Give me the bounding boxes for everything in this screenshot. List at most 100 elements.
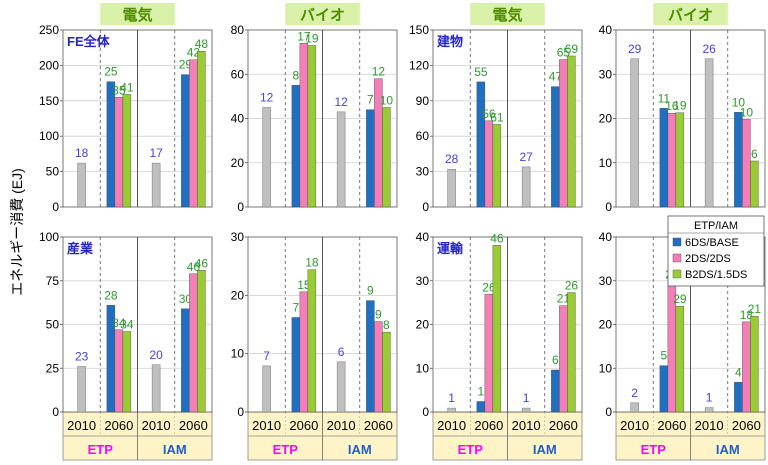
data-label-2010: 28: [445, 152, 459, 166]
data-label-2060: 10: [732, 95, 746, 109]
data-label-2060: 19: [673, 99, 687, 113]
bar-2060-iam-b2ds: [750, 315, 759, 413]
footer-year-label: 2010: [695, 418, 724, 433]
footer-group-label: IAM: [163, 442, 187, 457]
data-label-2060: 17: [297, 29, 311, 43]
data-label-2060: 5: [661, 349, 668, 363]
data-label-2010: 23: [75, 350, 89, 364]
data-label-2060: 29: [179, 58, 193, 72]
y-tick-label: 10: [599, 361, 613, 375]
y-tick-label: 20: [599, 112, 613, 126]
sector-label: 建物: [437, 34, 463, 49]
bar-2060-etp-2ds: [299, 43, 309, 208]
legend-entry: 6DS/BASE: [685, 237, 739, 249]
bar-2060-etp-6ds: [476, 401, 486, 413]
data-label-2060: 8: [293, 68, 300, 82]
footer-group-label: IAM: [533, 442, 557, 457]
y-tick-label: 40: [599, 230, 613, 244]
y-tick-label: 40: [599, 23, 613, 37]
bar-2060-etp-6ds: [106, 81, 116, 208]
data-label-2060: 9: [375, 308, 382, 322]
y-tick-label: 30: [231, 230, 245, 244]
bar-2010-iam: [704, 58, 714, 208]
data-label-2010: 12: [260, 90, 274, 104]
footer-group-label: ETP: [273, 442, 299, 457]
y-tick-label: 120: [409, 58, 429, 72]
data-label-2060: 65: [557, 46, 571, 60]
y-tick-label: 0: [605, 405, 612, 419]
bar-2060-iam-2ds: [742, 119, 751, 208]
bar-2060-etp-6ds: [291, 317, 301, 413]
data-label-2060: 29: [673, 292, 687, 306]
y-tick-label: 100: [39, 230, 59, 244]
data-label-2060: 8: [383, 318, 390, 332]
footer-year-label: 2010: [252, 418, 281, 433]
data-label-2060: 10: [380, 93, 394, 107]
legend-title: ETP/IAM: [694, 220, 738, 232]
sector-label: FE全体: [67, 34, 111, 49]
y-tick-label: 40: [416, 230, 430, 244]
y-tick-label: 20: [599, 318, 613, 332]
legend-swatch: [672, 237, 682, 247]
bar-2060-etp-6ds: [291, 85, 301, 208]
footer-year-label: 2060: [364, 418, 393, 433]
bar-2010-iam: [151, 162, 161, 208]
bar-2060-iam-b2ds: [750, 160, 759, 208]
bar-2060-etp-2ds: [484, 120, 494, 208]
bar-2060-etp-2ds: [667, 112, 677, 208]
y-tick-label: 20: [416, 318, 430, 332]
bar-2060-iam-6ds: [181, 74, 190, 208]
bar-2060-etp-2ds: [114, 97, 124, 208]
bar-2060-etp-6ds: [476, 81, 486, 208]
y-tick-label: 150: [39, 94, 59, 108]
data-label-2060: 69: [565, 42, 579, 56]
bar-2010-iam: [521, 166, 531, 208]
bar-2010-etp: [77, 366, 86, 413]
data-label-2010: 18: [75, 146, 89, 160]
column-header: バイオ: [668, 7, 713, 24]
bar-2060-iam-6ds: [181, 308, 190, 413]
bar-2060-iam-6ds: [366, 300, 375, 413]
data-label-2060: 34: [120, 318, 134, 332]
data-label-2010: 1: [448, 391, 455, 405]
bar-2060-etp-6ds: [659, 108, 669, 208]
bar-2060-etp-2ds: [484, 294, 494, 413]
bar-2060-iam-b2ds: [197, 270, 206, 413]
y-tick-label: 200: [39, 58, 59, 72]
bar-2060-iam-6ds: [366, 109, 375, 208]
footer-group-label: IAM: [348, 442, 372, 457]
y-tick-label: 20: [231, 156, 245, 170]
data-label-2060: 21: [748, 302, 762, 316]
bar-2010-etp: [630, 58, 639, 208]
footer-year-label: 2060: [732, 418, 761, 433]
data-label-2010: 29: [628, 42, 642, 56]
y-tick-label: 30: [416, 165, 430, 179]
bar-2060-etp-b2ds: [307, 269, 317, 413]
data-label-2060: 28: [104, 288, 118, 302]
bar-2060-etp-b2ds: [122, 94, 132, 208]
bar-2060-iam-6ds: [551, 369, 560, 413]
footer-group-label: ETP: [641, 442, 667, 457]
data-label-2060: 10: [740, 105, 754, 119]
data-label-2010: 26: [702, 42, 716, 56]
data-label-2060: 6: [751, 147, 758, 161]
legend-swatch: [672, 253, 682, 263]
data-label-2060: 48: [195, 37, 209, 51]
bar-2010-iam: [521, 407, 531, 413]
legend-swatch: [672, 269, 682, 279]
data-label-2060: 25: [104, 65, 118, 79]
bar-2060-etp-6ds: [659, 365, 669, 413]
footer-year-label: 2060: [104, 418, 133, 433]
bar-2010-iam: [336, 361, 346, 413]
footer-group-label: ETP: [458, 442, 484, 457]
data-label-2060: 18: [740, 308, 754, 322]
y-tick-label: 20: [231, 288, 245, 302]
data-label-2060: 12: [372, 65, 386, 79]
footer-year-label: 2010: [67, 418, 96, 433]
bar-2060-iam-2ds: [559, 59, 568, 208]
data-label-2060: 41: [120, 80, 134, 94]
data-label-2060: 26: [565, 279, 579, 293]
y-tick-label: 30: [599, 274, 613, 288]
column-header: バイオ: [300, 7, 345, 24]
data-label-2010: 20: [149, 348, 163, 362]
